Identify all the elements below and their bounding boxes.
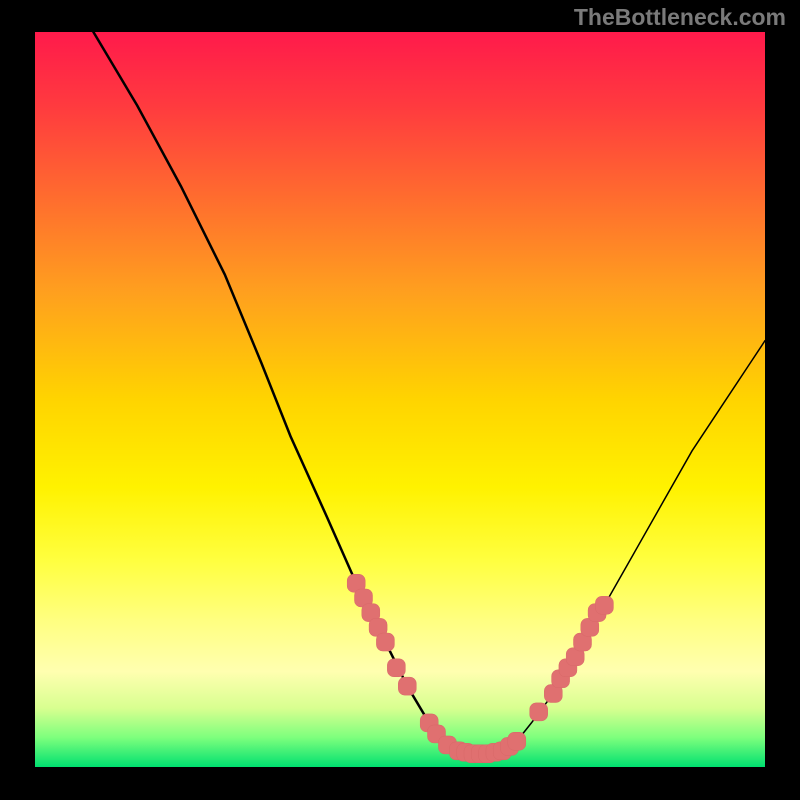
plot-area — [35, 32, 765, 767]
marker-point — [398, 677, 416, 695]
curve-svg — [35, 32, 765, 767]
marker-point — [508, 732, 526, 750]
watermark-label: TheBottleneck.com — [574, 4, 786, 31]
marker-point — [376, 633, 394, 651]
curve-left — [93, 32, 473, 754]
marker-point — [387, 659, 405, 677]
marker-point — [530, 703, 548, 721]
markers-group — [347, 574, 613, 763]
chart-frame: TheBottleneck.com — [0, 0, 800, 800]
curve-right — [473, 341, 765, 754]
marker-point — [595, 596, 613, 614]
